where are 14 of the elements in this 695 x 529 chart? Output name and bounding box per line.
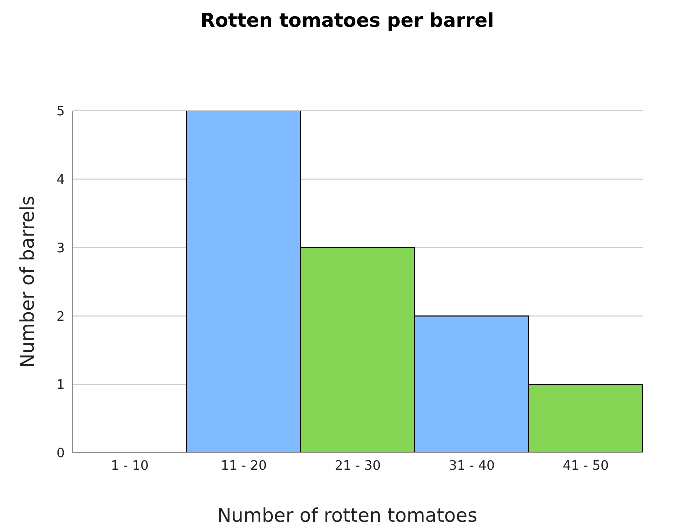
x-tick-label: 21 - 30	[334, 459, 382, 474]
x-tick-label: 31 - 40	[448, 459, 496, 474]
y-tick-label: 3	[56, 241, 65, 256]
y-tick-label: 0	[56, 446, 65, 462]
y-tick-label: 2	[56, 310, 65, 325]
x-tick-label: 11 - 20	[220, 459, 268, 474]
y-tick-label: 5	[56, 104, 65, 120]
x-axis-title: Number of rotten tomatoes	[216, 505, 479, 527]
y-axis-title: Number of barrels	[17, 196, 39, 368]
x-tick-label: 41 - 50	[562, 459, 610, 474]
chart-title: Rotten tomatoes per barrel	[200, 10, 496, 32]
y-tick-label: 1	[56, 378, 65, 394]
y-tick-label: 4	[56, 173, 65, 188]
x-tick-label: 1 - 10	[111, 459, 149, 474]
